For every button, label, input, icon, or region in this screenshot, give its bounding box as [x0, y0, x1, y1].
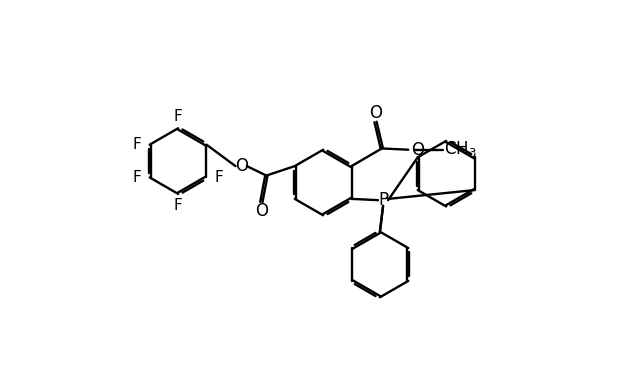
- Text: F: F: [132, 170, 141, 185]
- Text: CH$_3$: CH$_3$: [444, 139, 477, 159]
- Text: F: F: [215, 170, 223, 185]
- Text: F: F: [173, 198, 182, 213]
- Text: O: O: [411, 141, 424, 159]
- Text: O: O: [369, 104, 382, 122]
- Text: F: F: [173, 110, 182, 124]
- Text: O: O: [255, 202, 268, 220]
- Text: O: O: [235, 157, 248, 175]
- Text: P: P: [378, 191, 388, 209]
- Text: F: F: [132, 137, 141, 152]
